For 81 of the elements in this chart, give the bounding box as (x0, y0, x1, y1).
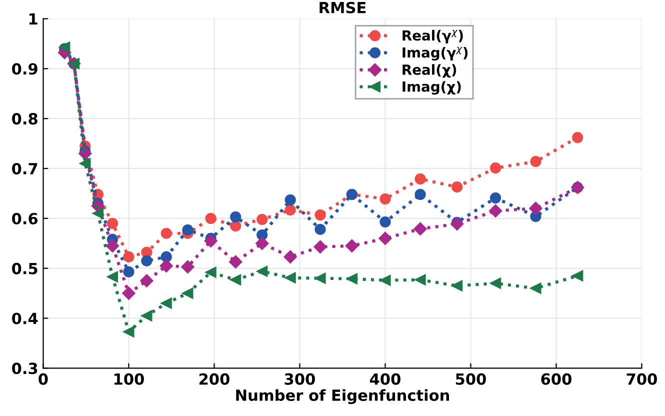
point (314, 224, 326, 235)
point (380, 193, 391, 204)
point (490, 192, 502, 204)
x-tick-label: 0 (38, 373, 48, 385)
point (284, 272, 296, 284)
point (284, 194, 296, 206)
point (123, 251, 134, 262)
point (106, 271, 118, 282)
point (160, 259, 173, 272)
point (314, 240, 327, 254)
point (572, 132, 584, 144)
point (122, 286, 136, 300)
point (380, 274, 391, 286)
point (230, 211, 242, 222)
point (378, 232, 392, 245)
point (182, 224, 194, 236)
point (530, 282, 542, 294)
y-tick-label: 0.5 (12, 262, 38, 274)
point (160, 298, 172, 309)
chart-title: RMSE (320, 2, 366, 14)
point (345, 239, 358, 252)
point (284, 204, 296, 216)
point (182, 288, 194, 299)
point (284, 250, 297, 264)
legend-label: Real(γ$^{χ}$) (402, 30, 463, 44)
point (181, 260, 194, 274)
x-tick-label: 200 (199, 373, 230, 385)
point (205, 266, 216, 278)
x-tick-label: 500 (456, 373, 486, 385)
x-tick-label: 100 (114, 373, 144, 385)
point (450, 217, 464, 230)
legend-label: Real(χ) (402, 64, 456, 78)
point (529, 202, 542, 216)
point (380, 216, 391, 228)
point (256, 266, 268, 277)
x-axis-title: Number of Eigenfunction (236, 389, 449, 404)
y-tick-label: 0.7 (12, 162, 38, 174)
point (490, 162, 502, 174)
point (92, 208, 104, 219)
point (141, 255, 152, 266)
point (123, 266, 134, 278)
point (572, 270, 584, 282)
y-tick-label: 0.4 (12, 312, 38, 324)
legend-label: Imag(γ$^{χ}$) (402, 46, 468, 61)
y-tick-label: 0.3 (12, 362, 38, 374)
point (414, 274, 426, 286)
point (530, 156, 542, 168)
point (205, 212, 216, 224)
point (414, 173, 426, 185)
y-tick-label: 0.6 (12, 212, 38, 224)
point (490, 278, 502, 289)
x-tick-label: 600 (541, 373, 572, 385)
point (488, 204, 502, 218)
point (256, 214, 268, 225)
y-tick-label: 0.9 (12, 63, 38, 75)
point (141, 310, 152, 322)
point (106, 239, 120, 252)
point (106, 218, 118, 229)
point (451, 181, 463, 193)
point (414, 222, 427, 236)
point (160, 251, 172, 262)
point (160, 228, 172, 239)
point (314, 272, 326, 284)
point (140, 274, 154, 288)
point (229, 255, 242, 268)
point (346, 273, 358, 284)
point (123, 326, 134, 338)
point (314, 209, 326, 220)
point (230, 274, 242, 286)
y-tick-label: 0.8 (12, 113, 38, 125)
legend-label: Imag(χ) (402, 81, 461, 95)
y-tick-label: 1 (29, 13, 38, 25)
x-tick-label: 300 (284, 373, 315, 385)
x-tick-label: 400 (370, 373, 400, 385)
point (230, 220, 242, 232)
point (80, 158, 91, 170)
x-tick-label: 700 (626, 373, 657, 385)
point (414, 188, 426, 200)
point (256, 236, 269, 250)
point (204, 234, 218, 248)
point (451, 280, 463, 292)
